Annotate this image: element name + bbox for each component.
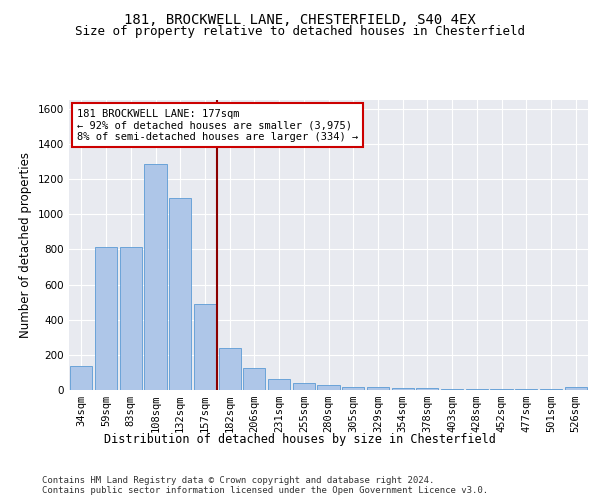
Text: Size of property relative to detached houses in Chesterfield: Size of property relative to detached ho…	[75, 25, 525, 38]
Bar	[367, 388, 389, 390]
Bar	[218, 348, 241, 390]
Bar	[342, 388, 364, 390]
Text: Contains HM Land Registry data © Crown copyright and database right 2024.
Contai: Contains HM Land Registry data © Crown c…	[42, 476, 488, 495]
Bar	[540, 389, 562, 390]
Text: Distribution of detached houses by size in Chesterfield: Distribution of detached houses by size …	[104, 432, 496, 446]
Text: 181 BROCKWELL LANE: 177sqm
← 92% of detached houses are smaller (3,975)
8% of se: 181 BROCKWELL LANE: 177sqm ← 92% of deta…	[77, 108, 358, 142]
Bar	[392, 388, 414, 390]
Bar	[515, 389, 538, 390]
Bar	[70, 366, 92, 390]
Bar	[145, 164, 167, 390]
Bar	[441, 388, 463, 390]
Bar	[317, 385, 340, 390]
Bar	[490, 389, 512, 390]
Y-axis label: Number of detached properties: Number of detached properties	[19, 152, 32, 338]
Bar	[293, 383, 315, 390]
Bar	[119, 247, 142, 390]
Bar	[416, 388, 439, 390]
Bar	[268, 378, 290, 390]
Bar	[95, 247, 117, 390]
Bar	[466, 389, 488, 390]
Text: 181, BROCKWELL LANE, CHESTERFIELD, S40 4EX: 181, BROCKWELL LANE, CHESTERFIELD, S40 4…	[124, 12, 476, 26]
Bar	[169, 198, 191, 390]
Bar	[565, 388, 587, 390]
Bar	[243, 368, 265, 390]
Bar	[194, 304, 216, 390]
